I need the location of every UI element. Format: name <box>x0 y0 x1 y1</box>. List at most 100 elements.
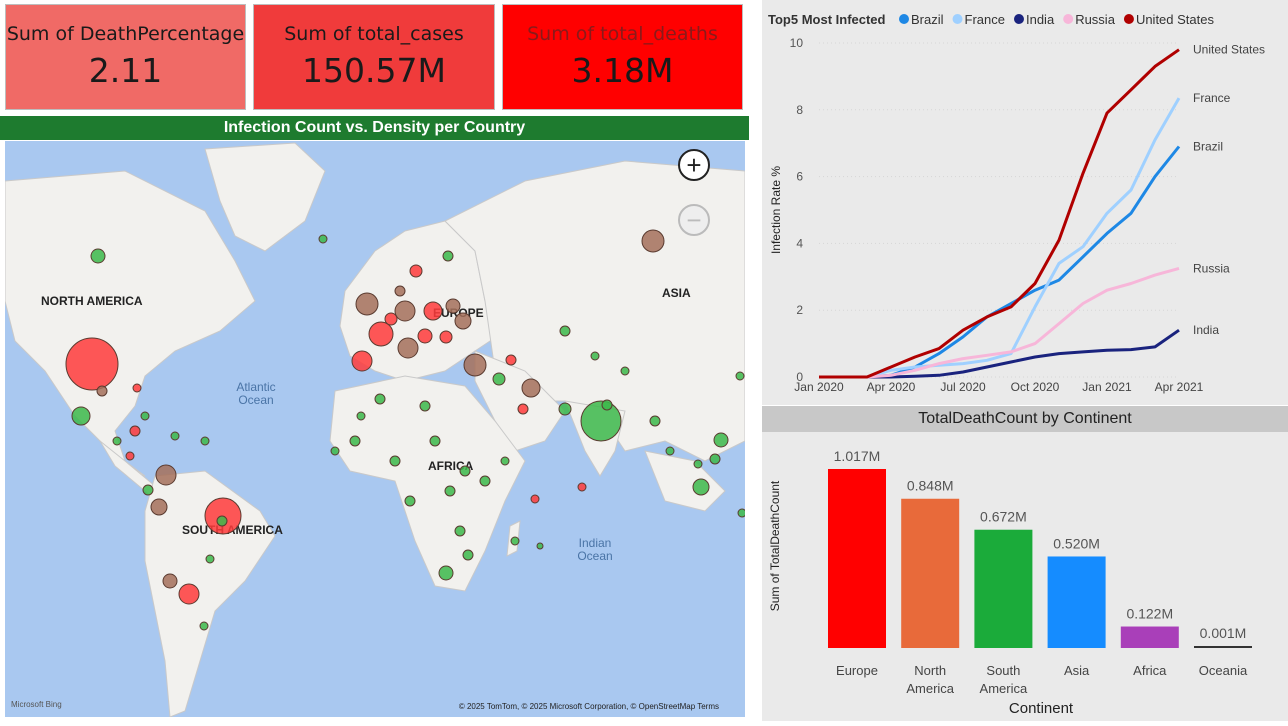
country-bubble[interactable] <box>454 525 466 537</box>
country-bubble[interactable] <box>417 328 433 344</box>
country-bubble[interactable] <box>510 536 520 546</box>
country-bubble[interactable] <box>438 565 454 581</box>
country-bubble[interactable] <box>713 432 729 448</box>
country-bubble[interactable] <box>665 446 675 456</box>
country-bubble[interactable] <box>463 353 487 377</box>
country-bubble[interactable] <box>442 250 454 262</box>
series-line[interactable] <box>819 97 1181 379</box>
country-bubble[interactable] <box>536 542 544 550</box>
country-bubble[interactable] <box>140 411 150 421</box>
country-bubble[interactable] <box>517 403 529 415</box>
kpi-card-death-percentage[interactable]: Sum of DeathPercentage 2.11 <box>5 4 246 110</box>
country-bubble[interactable] <box>735 371 745 381</box>
country-bubble[interactable] <box>439 330 453 344</box>
country-bubble[interactable] <box>155 464 177 486</box>
country-bubble[interactable] <box>349 435 361 447</box>
country-bubble[interactable] <box>429 435 441 447</box>
bar[interactable] <box>901 498 960 648</box>
country-bubble[interactable] <box>132 383 142 393</box>
country-bubble[interactable] <box>419 400 431 412</box>
series-line[interactable] <box>819 48 1180 379</box>
legend-item[interactable]: India <box>1026 12 1055 27</box>
country-bubble[interactable] <box>500 456 510 466</box>
country-bubble[interactable] <box>404 495 416 507</box>
country-bubble[interactable] <box>577 482 587 492</box>
legend-item[interactable]: Russia <box>1075 12 1116 27</box>
bar-data-label: 0.001M <box>1200 625 1247 641</box>
bar[interactable] <box>1120 626 1179 648</box>
country-bubble[interactable] <box>112 436 122 446</box>
country-bubble[interactable] <box>521 378 541 398</box>
country-bubble[interactable] <box>129 425 141 437</box>
country-bubble[interactable] <box>641 229 665 253</box>
bar-chart-panel[interactable]: TotalDeathCount by Continent 1.017M Europ… <box>762 406 1288 721</box>
country-bubble[interactable] <box>384 312 398 326</box>
country-bubble[interactable] <box>90 248 106 264</box>
country-bubble[interactable] <box>96 385 108 397</box>
country-bubble[interactable] <box>200 436 210 446</box>
country-bubble[interactable] <box>693 459 703 469</box>
country-bubble[interactable] <box>125 451 135 461</box>
country-bubble[interactable] <box>368 321 394 347</box>
country-bubble[interactable] <box>356 411 366 421</box>
country-bubble[interactable] <box>409 264 423 278</box>
country-bubble[interactable] <box>205 554 215 564</box>
series-line[interactable] <box>819 145 1181 379</box>
country-bubble[interactable] <box>559 325 571 337</box>
legend-item[interactable]: United States <box>1136 12 1215 27</box>
country-bubble[interactable] <box>199 621 209 631</box>
zoom-in-button[interactable]: + <box>678 149 710 181</box>
country-bubble[interactable] <box>479 475 491 487</box>
legend-item[interactable]: France <box>965 12 1005 27</box>
country-bubble[interactable] <box>444 485 456 497</box>
country-bubble[interactable] <box>216 515 228 527</box>
country-bubble[interactable] <box>318 234 328 244</box>
country-bubble[interactable] <box>462 549 474 561</box>
country-bubble[interactable] <box>558 402 572 416</box>
zoom-out-button[interactable]: − <box>678 204 710 236</box>
country-bubble[interactable] <box>590 351 600 361</box>
kpi-card-total-deaths[interactable]: Sum of total_deaths 3.18M <box>502 4 743 110</box>
country-bubble[interactable] <box>397 337 419 359</box>
country-bubble[interactable] <box>505 354 517 366</box>
series-line[interactable] <box>819 266 1180 379</box>
country-bubble[interactable] <box>620 366 630 376</box>
country-bubble[interactable] <box>178 583 200 605</box>
bar[interactable] <box>974 529 1033 648</box>
country-bubble[interactable] <box>459 465 471 477</box>
bing-logo: Microsoft Bing <box>11 700 62 709</box>
country-bubble[interactable] <box>142 484 154 496</box>
country-bubble[interactable] <box>445 298 461 314</box>
country-bubble[interactable] <box>162 573 178 589</box>
country-bubble[interactable] <box>389 455 401 467</box>
country-bubble[interactable] <box>649 415 661 427</box>
country-bubble[interactable] <box>709 453 721 465</box>
country-bubble[interactable] <box>692 478 710 496</box>
country-bubble[interactable] <box>423 301 443 321</box>
bar[interactable] <box>1047 556 1106 648</box>
country-bubble[interactable] <box>601 399 613 411</box>
country-bubble[interactable] <box>394 285 406 297</box>
country-bubble[interactable] <box>330 446 340 456</box>
bar[interactable] <box>1194 646 1252 648</box>
map-attribution[interactable]: © 2025 TomTom, © 2025 Microsoft Corporat… <box>458 702 719 711</box>
legend-item[interactable]: Brazil <box>911 12 944 27</box>
country-bubble[interactable] <box>170 431 180 441</box>
line-chart-panel[interactable]: Top5 Most Infected Brazil France India Russi… <box>762 0 1288 405</box>
country-bubble[interactable] <box>580 400 622 442</box>
bubble-map[interactable]: NORTH AMERICA EUROPE ASIA AFRICA SOUTH A… <box>5 141 745 717</box>
country-bubble[interactable] <box>737 508 745 518</box>
country-bubble[interactable] <box>492 372 506 386</box>
country-bubble[interactable] <box>150 498 168 516</box>
country-bubble[interactable] <box>351 350 373 372</box>
country-bubble[interactable] <box>71 406 91 426</box>
country-bubble[interactable] <box>530 494 540 504</box>
country-bubble[interactable] <box>355 292 379 316</box>
country-bubble[interactable] <box>65 337 119 391</box>
country-bubble[interactable] <box>394 300 416 322</box>
country-bubble[interactable] <box>454 312 472 330</box>
kpi-card-total-cases[interactable]: Sum of total_cases 150.57M <box>253 4 495 110</box>
x-category-label: America <box>906 681 954 696</box>
country-bubble[interactable] <box>374 393 386 405</box>
bar[interactable] <box>828 469 886 648</box>
